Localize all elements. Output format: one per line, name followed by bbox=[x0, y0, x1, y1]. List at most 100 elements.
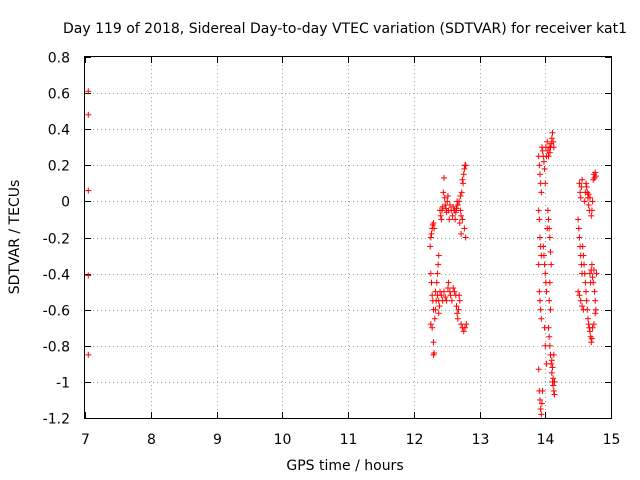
data-point bbox=[85, 351, 92, 358]
data-point bbox=[593, 270, 600, 277]
data-point bbox=[460, 180, 467, 187]
data-point bbox=[427, 234, 434, 241]
data-point bbox=[461, 225, 468, 232]
data-point bbox=[431, 350, 438, 357]
data-point bbox=[445, 279, 452, 286]
data-point bbox=[460, 171, 467, 178]
data-point bbox=[456, 198, 463, 205]
data-point bbox=[457, 192, 464, 199]
data-point bbox=[592, 297, 599, 304]
chart-title: Day 119 of 2018, Sidereal Day-to-day VTE… bbox=[63, 21, 627, 37]
y-tick-label: -1.2 bbox=[43, 412, 70, 428]
x-tick-label: 12 bbox=[406, 432, 424, 448]
data-point bbox=[585, 321, 592, 328]
data-point bbox=[441, 194, 448, 201]
data-point bbox=[437, 212, 444, 219]
data-point bbox=[546, 297, 553, 304]
data-point bbox=[462, 324, 469, 331]
data-point bbox=[535, 261, 542, 268]
data-point bbox=[550, 375, 557, 382]
data-point bbox=[427, 270, 434, 277]
data-point bbox=[590, 321, 597, 328]
data-point bbox=[536, 396, 543, 403]
data-point bbox=[551, 391, 558, 398]
data-point bbox=[537, 405, 544, 412]
data-point bbox=[450, 203, 457, 210]
data-point bbox=[454, 202, 461, 209]
data-point bbox=[542, 180, 549, 187]
data-point bbox=[546, 234, 553, 241]
data-point bbox=[442, 294, 449, 301]
data-point bbox=[589, 324, 596, 331]
data-series-sdtvar bbox=[85, 88, 600, 418]
data-point bbox=[575, 216, 582, 223]
data-point bbox=[549, 364, 556, 371]
data-point bbox=[585, 191, 592, 198]
data-point bbox=[535, 366, 542, 373]
data-point bbox=[432, 306, 439, 313]
data-point bbox=[451, 288, 458, 295]
data-point bbox=[463, 321, 470, 328]
data-point bbox=[550, 144, 557, 151]
data-point bbox=[454, 310, 461, 317]
y-axis-title: SDTVAR / TECUs bbox=[7, 180, 23, 295]
x-tick-label: 11 bbox=[340, 432, 358, 448]
data-point bbox=[536, 297, 543, 304]
data-point bbox=[85, 111, 92, 118]
data-point bbox=[459, 176, 466, 183]
data-point bbox=[581, 270, 588, 277]
data-point bbox=[458, 230, 465, 237]
data-point bbox=[547, 248, 554, 255]
data-point bbox=[450, 285, 457, 292]
data-point bbox=[427, 321, 434, 328]
data-point bbox=[548, 357, 555, 364]
x-tick-label: 8 bbox=[147, 432, 156, 448]
data-point bbox=[443, 297, 450, 304]
data-point bbox=[583, 180, 590, 187]
data-point bbox=[588, 212, 595, 219]
data-point bbox=[592, 173, 599, 180]
data-point bbox=[588, 339, 595, 346]
data-point bbox=[536, 216, 543, 223]
data-point bbox=[536, 162, 543, 169]
data-point bbox=[427, 243, 434, 250]
data-point bbox=[583, 288, 590, 295]
data-point bbox=[586, 270, 593, 277]
x-tick-label: 15 bbox=[603, 432, 621, 448]
y-tick-label: -0.4 bbox=[43, 268, 70, 284]
data-point bbox=[458, 189, 465, 196]
data-point bbox=[459, 216, 466, 223]
y-tick-label: -0.6 bbox=[43, 304, 70, 320]
data-point bbox=[550, 351, 557, 358]
x-axis-tick-labels: 7 8 9 10 11 12 13 14 15 bbox=[81, 432, 620, 448]
data-point bbox=[581, 198, 588, 205]
data-point bbox=[444, 285, 451, 292]
data-point bbox=[456, 297, 463, 304]
data-point bbox=[457, 207, 464, 214]
data-point bbox=[453, 303, 460, 310]
data-point bbox=[545, 216, 552, 223]
data-point bbox=[85, 187, 92, 194]
data-point bbox=[449, 212, 456, 219]
data-point bbox=[584, 315, 591, 322]
data-point bbox=[434, 270, 441, 277]
data-point bbox=[546, 279, 553, 286]
data-point bbox=[548, 369, 555, 376]
data-point bbox=[456, 292, 463, 299]
data-point bbox=[460, 328, 467, 335]
y-tick-label: -0.8 bbox=[43, 340, 70, 356]
data-point bbox=[583, 183, 590, 190]
data-point bbox=[536, 171, 543, 178]
data-point bbox=[577, 194, 584, 201]
data-point bbox=[447, 292, 454, 299]
data-point bbox=[455, 306, 462, 313]
x-tick-label: 7 bbox=[81, 432, 90, 448]
data-point bbox=[440, 174, 447, 181]
data-point bbox=[589, 274, 596, 281]
data-point bbox=[592, 306, 599, 313]
data-point bbox=[536, 234, 543, 241]
data-point bbox=[545, 153, 552, 160]
data-point bbox=[580, 252, 587, 259]
data-point bbox=[550, 138, 557, 145]
